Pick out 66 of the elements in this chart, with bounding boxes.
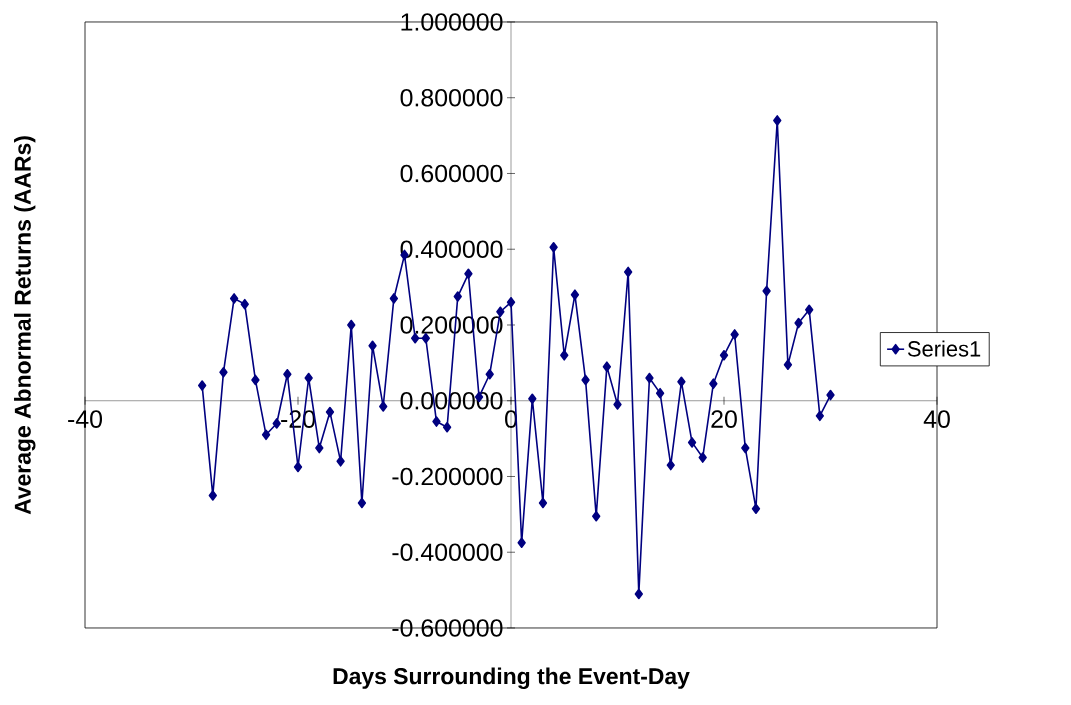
point bbox=[783, 359, 793, 371]
point bbox=[623, 266, 633, 278]
point bbox=[336, 456, 345, 467]
y-tick-label: -0.200000 bbox=[392, 467, 503, 486]
point bbox=[730, 329, 739, 340]
point bbox=[261, 429, 271, 441]
point bbox=[506, 296, 516, 308]
point bbox=[826, 389, 835, 401]
point bbox=[389, 293, 399, 304]
point bbox=[485, 368, 494, 380]
point bbox=[208, 490, 217, 501]
point bbox=[634, 588, 643, 600]
point bbox=[698, 452, 707, 463]
point bbox=[794, 317, 803, 329]
point bbox=[570, 289, 580, 300]
y-tick-label: -0.400000 bbox=[392, 543, 503, 562]
point bbox=[293, 461, 303, 473]
point bbox=[687, 437, 697, 448]
point bbox=[815, 410, 825, 422]
point bbox=[602, 361, 612, 372]
point bbox=[805, 304, 814, 316]
x-tick-label: -40 bbox=[68, 410, 103, 428]
point bbox=[251, 374, 260, 386]
point bbox=[709, 378, 718, 389]
point bbox=[517, 537, 526, 549]
point bbox=[592, 510, 601, 522]
point bbox=[666, 459, 675, 471]
point bbox=[442, 421, 452, 433]
point bbox=[219, 367, 228, 378]
y-tick-label: 0.400000 bbox=[400, 240, 503, 259]
point bbox=[549, 242, 558, 253]
point bbox=[229, 293, 239, 304]
point bbox=[432, 416, 441, 427]
point bbox=[719, 349, 729, 361]
point bbox=[464, 268, 473, 280]
point bbox=[283, 368, 292, 380]
point bbox=[325, 406, 335, 418]
point bbox=[741, 442, 750, 454]
y-tick-label: 1.000000 bbox=[401, 13, 503, 31]
point bbox=[538, 497, 548, 509]
point bbox=[655, 387, 665, 399]
x-axis-title: Days Surrounding the Event-Day bbox=[333, 667, 690, 689]
point bbox=[751, 503, 761, 514]
point bbox=[368, 340, 377, 352]
x-tick-label: 40 bbox=[923, 410, 950, 428]
point bbox=[357, 497, 367, 509]
y-axis-title: Average Abnormal Returns (AARs) bbox=[14, 136, 36, 515]
point bbox=[315, 442, 324, 454]
point bbox=[581, 374, 590, 386]
point bbox=[762, 285, 771, 297]
point bbox=[528, 393, 537, 405]
point bbox=[453, 291, 462, 302]
point bbox=[379, 401, 388, 412]
legend-label: Series1 bbox=[907, 340, 981, 357]
y-tick-label: -0.600000 bbox=[392, 619, 503, 637]
point bbox=[272, 418, 281, 429]
point bbox=[645, 372, 654, 384]
x-tick-label: 20 bbox=[711, 410, 737, 428]
point bbox=[613, 399, 622, 410]
point bbox=[773, 115, 782, 126]
y-tick-label: 0.800000 bbox=[400, 88, 503, 107]
point bbox=[197, 380, 207, 391]
point bbox=[347, 319, 356, 331]
point bbox=[240, 298, 249, 310]
point bbox=[304, 372, 313, 384]
y-tick-label: 0.600000 bbox=[400, 164, 503, 183]
